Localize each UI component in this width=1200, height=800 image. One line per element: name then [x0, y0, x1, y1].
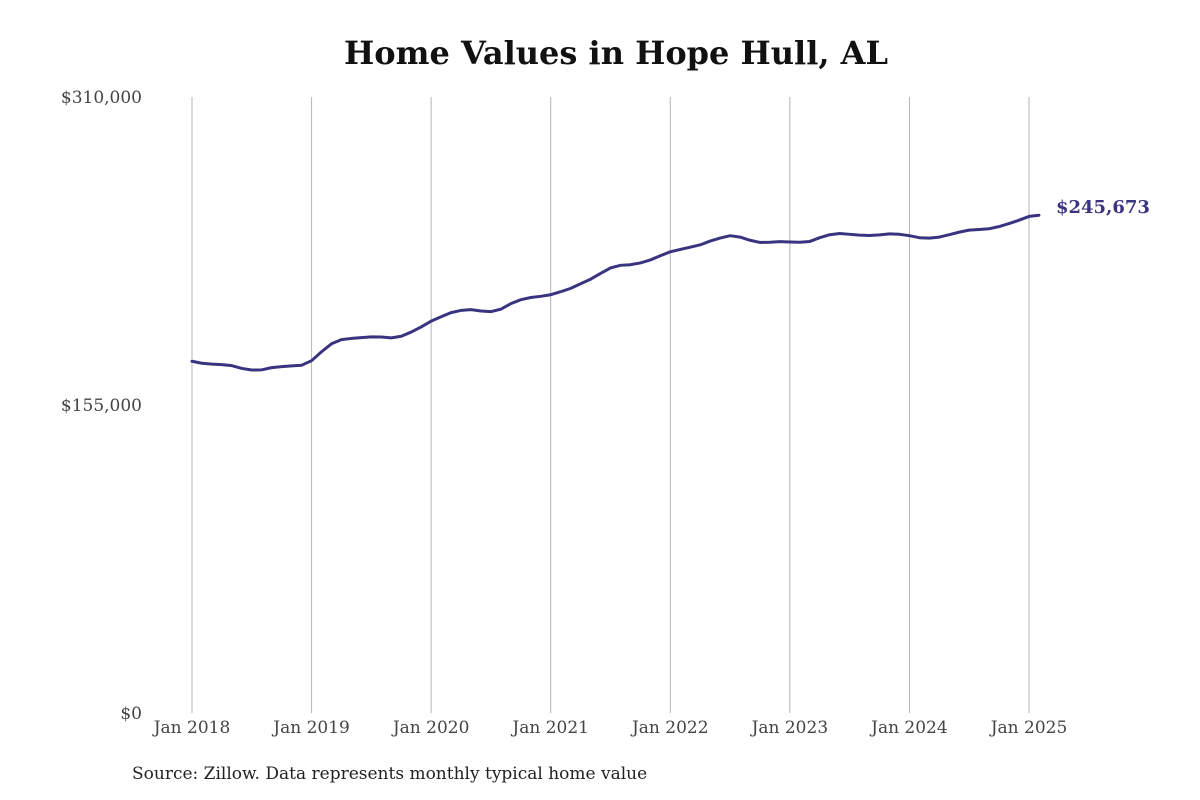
x-tick-label: Jan 2022: [630, 718, 709, 738]
grid-lines: [191, 97, 1030, 713]
x-tick-label: Jan 2025: [989, 718, 1068, 738]
end-value-label: $245,673: [1056, 197, 1150, 218]
chart-title: Home Values in Hope Hull, AL: [344, 34, 888, 72]
x-tick-label: Jan 2020: [391, 718, 470, 738]
x-tick-label: Jan 2019: [271, 718, 350, 738]
x-tick-label: Jan 2024: [869, 718, 948, 738]
y-tick-label: $0: [120, 704, 142, 724]
x-axis-ticks: Jan 2018 Jan 2019 Jan 2020 Jan 2021 Jan 2022…: [152, 718, 1068, 738]
x-tick-label: Jan 2018: [152, 718, 231, 738]
y-tick-label: $155,000: [61, 396, 142, 416]
series-line-home-value: [190, 213, 1041, 372]
y-axis-ticks: $0 $155,000 $310,000: [61, 88, 142, 724]
x-tick-label: Jan 2023: [750, 718, 829, 738]
source-note: Source: Zillow. Data represents monthly …: [132, 764, 648, 784]
y-tick-label: $310,000: [61, 88, 142, 108]
x-tick-label: Jan 2021: [510, 718, 589, 738]
